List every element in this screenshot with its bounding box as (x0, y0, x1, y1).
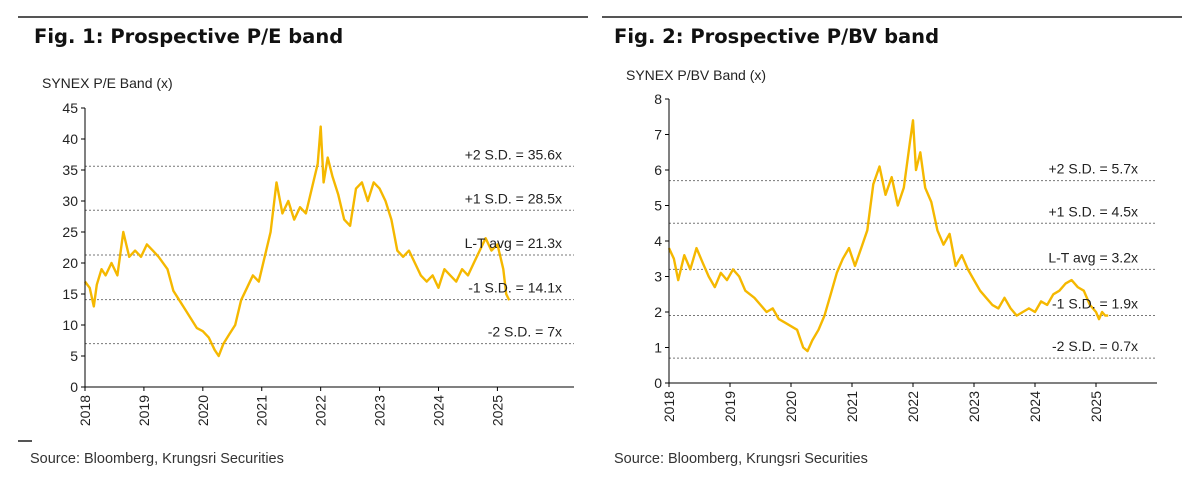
x-tick-label: 2020 (783, 391, 799, 422)
x-tick-label: 2019 (722, 391, 738, 422)
x-tick-label: 2022 (905, 391, 921, 422)
figure-1-title: Fig. 1: Prospective P/E band (34, 25, 344, 48)
y-tick-label: 30 (62, 193, 78, 209)
y-tick-label: 40 (62, 131, 78, 147)
x-tick-label: 2024 (1027, 391, 1043, 422)
y-tick-label: 20 (62, 255, 78, 271)
y-tick-label: 35 (62, 162, 78, 178)
band-label: L-T avg = 21.3x (465, 235, 562, 251)
top-rule-right (602, 16, 1182, 18)
y-axis-label: SYNEX P/BV Band (x) (626, 67, 766, 83)
y-tick-label: 4 (654, 233, 662, 249)
band-label: L-T avg = 3.2x (1048, 249, 1138, 265)
series-line (667, 119, 1109, 353)
top-rule-left (18, 16, 588, 18)
series-line (84, 125, 511, 358)
y-tick-label: 5 (70, 348, 78, 364)
x-tick-label: 2021 (844, 391, 860, 422)
x-tick-label: 2018 (77, 395, 93, 426)
y-tick-label: 10 (62, 317, 78, 333)
y-tick-label: 1 (654, 340, 662, 356)
x-tick-label: 2025 (489, 395, 505, 426)
x-tick-label: 2020 (195, 395, 211, 426)
x-tick-label: 2023 (372, 395, 388, 426)
pe-band-chart: SYNEX P/E Band (x) +2 S.D. = 35.6x +1 S.D.… (42, 75, 574, 426)
x-tick-label: 2019 (136, 395, 152, 426)
y-tick-label: 45 (62, 100, 78, 116)
y-tick-label: 25 (62, 224, 78, 240)
pbv-band-chart: SYNEX P/BV Band (x) +2 S.D. = 5.7x +1 S.D.… (626, 67, 1157, 422)
band-label: +1 S.D. = 28.5x (465, 190, 562, 206)
band-label: -2 S.D. = 0.7x (1052, 338, 1138, 354)
band-label: -1 S.D. = 1.9x (1052, 296, 1138, 312)
band-label: +1 S.D. = 4.5x (1049, 203, 1139, 219)
figure-2-source: Source: Bloomberg, Krungsri Securities (614, 451, 868, 467)
y-tick-label: 3 (654, 269, 662, 285)
y-tick-label: 15 (62, 286, 78, 302)
x-tick-label: 2025 (1088, 391, 1104, 422)
y-tick-label: 8 (654, 91, 662, 107)
y-tick-label: 5 (654, 198, 662, 214)
x-tick-label: 2021 (254, 395, 270, 426)
y-tick-label: 0 (654, 375, 662, 391)
figure-1-source: Source: Bloomberg, Krungsri Securities (30, 451, 284, 467)
band-label: +2 S.D. = 35.6x (465, 146, 562, 162)
x-tick-label: 2023 (966, 391, 982, 422)
x-tick-label: 2022 (313, 395, 329, 426)
figure-2-title: Fig. 2: Prospective P/BV band (614, 25, 940, 48)
x-tick-label: 2018 (661, 391, 677, 422)
y-tick-label: 0 (70, 379, 78, 395)
bottom-divider (18, 440, 32, 442)
band-label: -1 S.D. = 14.1x (468, 280, 562, 296)
y-tick-label: 2 (654, 304, 662, 320)
band-label: -2 S.D. = 7x (488, 324, 562, 340)
y-tick-label: 7 (654, 127, 662, 143)
x-tick-label: 2024 (430, 395, 446, 426)
y-tick-label: 6 (654, 162, 662, 178)
y-axis-label: SYNEX P/E Band (x) (42, 75, 173, 91)
band-label: +2 S.D. = 5.7x (1049, 161, 1139, 177)
